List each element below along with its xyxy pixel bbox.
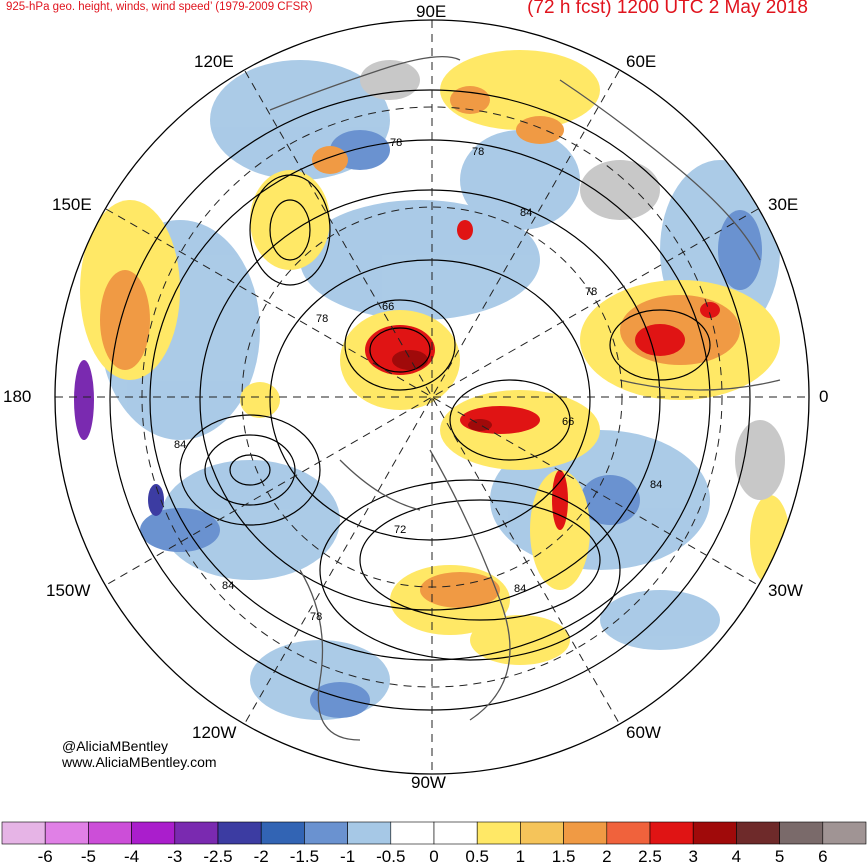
colorbar-label: 3 [688, 847, 697, 865]
colorbar-swatch [433, 821, 478, 845]
colorbar-swatch [736, 821, 780, 845]
colorbar-swatch [692, 821, 737, 845]
colorbar-label: 1 [516, 847, 525, 865]
colorbar-label: -0.5 [376, 847, 405, 865]
lon-label-right-lower: 30W [768, 581, 803, 600]
lon-label-bottom-left: 120W [192, 723, 237, 742]
colorbar-label: -1.5 [290, 847, 319, 865]
colorbar-swatch [822, 821, 867, 845]
lon-label-bottom: 90W [411, 773, 446, 792]
lon-label-top-left: 120E [194, 52, 234, 71]
lon-label-left-lower: 150W [46, 581, 91, 600]
colorbar-swatch [563, 821, 608, 845]
contour-label: 84 [174, 439, 186, 451]
colorbar-label: 5 [775, 847, 784, 865]
colorbar-label: -2.5 [203, 847, 232, 865]
colorbar-label: 0 [429, 847, 438, 865]
map-title: 925-hPa geo. height, winds, wind speed’ … [6, 1, 313, 13]
lon-label-top-right: 60E [626, 52, 657, 71]
colorbar-label: -3 [167, 847, 182, 865]
colorbar-label: 2.5 [638, 847, 662, 865]
contour-label: 84 [650, 479, 662, 491]
colorbar-swatch [1, 821, 46, 845]
contour-label: 78 [390, 137, 402, 149]
contour-label: 78 [316, 313, 328, 325]
colorbar-label: 6 [818, 847, 827, 865]
colorbar-swatch [390, 821, 435, 845]
colorbar-label: 1.5 [552, 847, 576, 865]
lon-label-left: 180 [3, 387, 32, 406]
colorbar-swatch [649, 821, 694, 845]
lon-label-right-upper: 30E [768, 195, 799, 214]
forecast-time: (72 h fcst) 1200 UTC 2 May 2018 [527, 0, 808, 18]
colorbar-label: 0.5 [465, 847, 489, 865]
lon-label-left-upper: 150E [52, 195, 92, 214]
colorbar-swatch [174, 821, 219, 845]
colorbar-swatch [606, 821, 651, 845]
colorbar-swatch [131, 821, 176, 845]
contour-label: 84 [520, 207, 532, 219]
colorbar-swatch [88, 821, 132, 845]
contour-label: 78 [310, 611, 322, 623]
colorbar-swatch [476, 821, 521, 845]
lon-label-right: 0 [819, 387, 829, 406]
colorbar-swatch [779, 821, 824, 845]
lon-label-top: 90E [416, 2, 447, 21]
colorbar-label: -2 [254, 847, 269, 865]
lon-label-bottom-right: 60W [626, 723, 661, 742]
contour-label: 66 [382, 301, 394, 313]
map-field [55, 20, 809, 774]
colorbar-label: -6 [38, 847, 53, 865]
colorbar-swatch [44, 821, 89, 845]
contour-label: 84 [514, 583, 526, 595]
colorbar-label: -4 [124, 847, 139, 865]
colorbar-swatch [217, 821, 262, 845]
colorbar-label: 2 [602, 847, 611, 865]
map-border [54, 19, 810, 775]
colorbar-label: -1 [340, 847, 355, 865]
colorbar-swatch [520, 821, 564, 845]
contour-label: 78 [472, 146, 484, 158]
contour-label: 78 [585, 286, 597, 298]
colorbar-swatch [347, 821, 392, 845]
colorbar-label: -5 [81, 847, 96, 865]
colorbar-label: 4 [732, 847, 741, 865]
contour-label: 72 [394, 524, 406, 536]
contour-label: 84 [222, 580, 234, 592]
colorbar: -6 -5 -4 -3 -2.5 -2 -1.5 -1 -0.5 0 0.5 1 1.5 2 2.5 3 4 5 6 [1, 821, 867, 865]
credit-website[interactable]: www.AliciaMBentley.com [62, 754, 217, 770]
credit-handle: @AliciaMBentley [62, 738, 169, 754]
colorbar-swatch [260, 821, 305, 845]
colorbar-swatch [304, 821, 348, 845]
contour-label: 66 [562, 416, 574, 428]
